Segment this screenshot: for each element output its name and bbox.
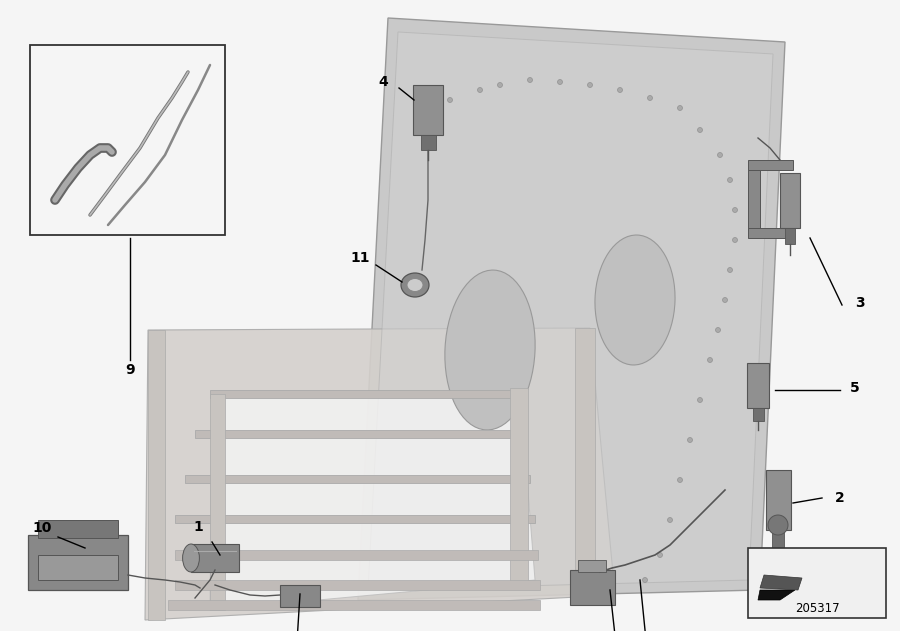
Polygon shape	[510, 388, 528, 582]
Text: 205317: 205317	[795, 601, 840, 615]
Polygon shape	[145, 328, 615, 620]
Text: 9: 9	[125, 363, 135, 377]
Ellipse shape	[595, 235, 675, 365]
Circle shape	[716, 327, 721, 333]
Bar	[570, 570, 615, 605]
Polygon shape	[575, 328, 595, 595]
Bar	[38, 555, 118, 580]
Circle shape	[688, 437, 692, 442]
Circle shape	[418, 117, 422, 122]
Circle shape	[727, 177, 733, 182]
Polygon shape	[210, 390, 520, 398]
Bar	[28, 535, 128, 590]
Bar	[780, 172, 800, 228]
Polygon shape	[175, 580, 540, 590]
Circle shape	[678, 478, 682, 483]
Circle shape	[698, 127, 703, 133]
Polygon shape	[210, 394, 225, 610]
Bar	[747, 362, 769, 408]
Ellipse shape	[768, 515, 788, 535]
Circle shape	[527, 78, 533, 83]
Polygon shape	[185, 475, 530, 483]
Ellipse shape	[183, 544, 200, 572]
Bar	[191, 544, 239, 572]
Polygon shape	[175, 550, 538, 560]
Bar	[766, 470, 790, 530]
Bar	[785, 228, 795, 244]
Bar	[578, 560, 606, 572]
Circle shape	[643, 577, 647, 582]
Circle shape	[588, 83, 592, 88]
Bar	[772, 530, 784, 548]
Ellipse shape	[407, 278, 423, 292]
Bar	[30, 45, 225, 235]
Text: 1: 1	[194, 520, 202, 534]
Circle shape	[557, 80, 562, 85]
Bar	[748, 228, 793, 238]
Polygon shape	[368, 32, 773, 590]
Bar	[748, 548, 886, 618]
Circle shape	[717, 153, 723, 158]
Bar	[752, 408, 763, 421]
Bar	[38, 520, 118, 538]
Circle shape	[727, 268, 733, 273]
Bar	[748, 160, 793, 170]
Circle shape	[647, 95, 652, 100]
Text: 5: 5	[850, 381, 860, 395]
Polygon shape	[210, 390, 535, 610]
Circle shape	[733, 208, 737, 213]
Circle shape	[617, 88, 623, 93]
Circle shape	[447, 98, 453, 102]
Circle shape	[678, 105, 682, 110]
Circle shape	[733, 237, 737, 242]
Circle shape	[668, 517, 672, 522]
Circle shape	[698, 398, 703, 403]
Text: 10: 10	[32, 521, 51, 535]
Polygon shape	[358, 18, 785, 600]
Ellipse shape	[445, 270, 536, 430]
Polygon shape	[175, 515, 535, 523]
Polygon shape	[760, 575, 802, 590]
Circle shape	[707, 358, 713, 362]
Text: 11: 11	[350, 251, 370, 265]
Ellipse shape	[401, 273, 429, 297]
Bar	[280, 585, 320, 607]
Circle shape	[723, 297, 727, 302]
Polygon shape	[195, 430, 525, 438]
Polygon shape	[758, 590, 795, 600]
Bar	[748, 170, 760, 230]
Text: 4: 4	[378, 75, 388, 89]
Bar	[420, 135, 436, 150]
Bar	[413, 85, 443, 135]
Circle shape	[498, 83, 502, 88]
Text: 2: 2	[835, 491, 845, 505]
Circle shape	[658, 553, 662, 558]
Polygon shape	[168, 600, 540, 610]
Polygon shape	[148, 330, 165, 620]
Circle shape	[478, 88, 482, 93]
Text: 3: 3	[855, 296, 865, 310]
